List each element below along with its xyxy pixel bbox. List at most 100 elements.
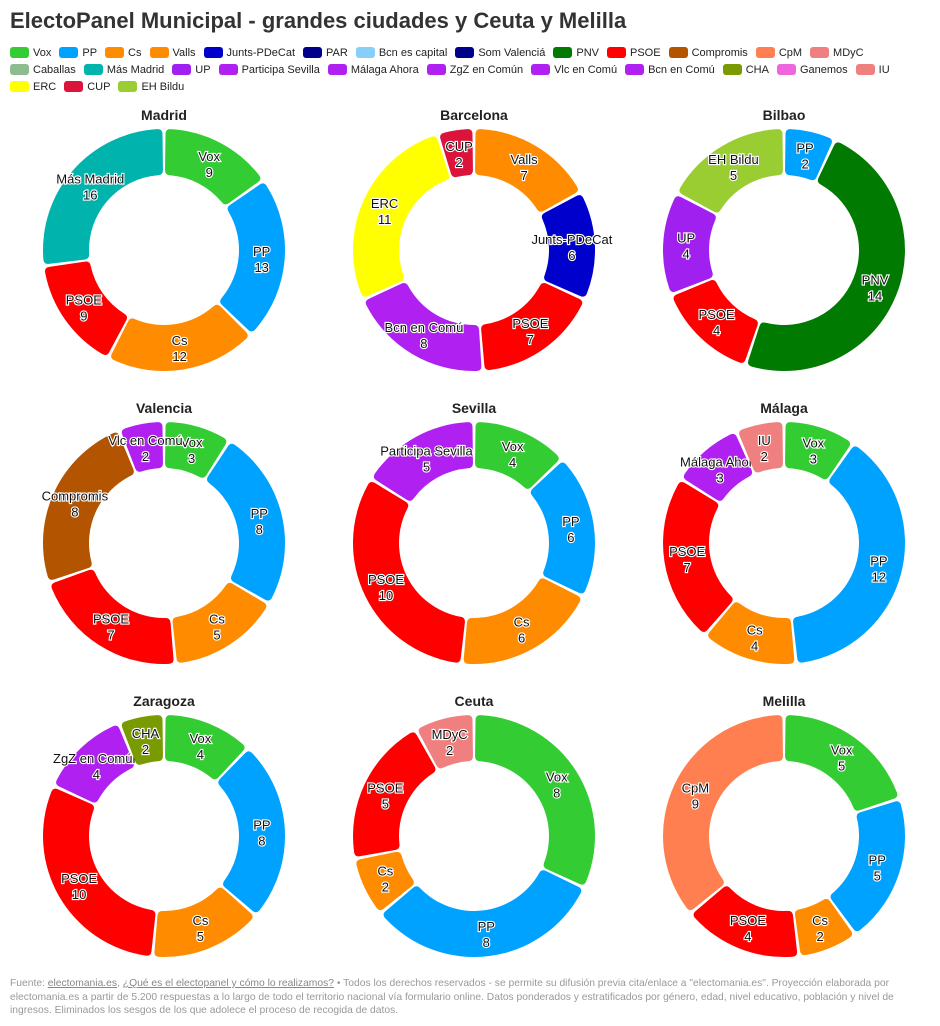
slice-pp[interactable] [830,801,906,932]
slice-pp[interactable] [383,870,582,958]
legend-item-vlc-en-comu[interactable]: Vlc en Comú [531,62,617,77]
slice-participa-sevilla[interactable] [373,422,473,501]
slice-cpm[interactable] [663,715,783,911]
legend-item-pp[interactable]: PP [59,45,97,60]
legend-item-cup[interactable]: CUP [64,79,110,94]
legend-item-cpm[interactable]: CpM [755,45,802,60]
slice-psoe[interactable] [51,569,174,665]
legend-swatch [755,47,775,58]
slice-cs[interactable] [463,578,581,665]
legend-swatch [118,81,138,92]
slice-cs[interactable] [154,887,253,958]
legend-item-zgz-en-comun[interactable]: ZgZ en Común [426,62,523,77]
slice-pp[interactable] [220,183,285,332]
legend-item-bcn-es-capital[interactable]: Bcn es capital [355,45,448,60]
legend-item-ganemos[interactable]: Ganemos [776,62,848,77]
slice-cup[interactable] [440,129,473,178]
legend-item-som-valencia[interactable]: Som Valenciá [455,45,545,60]
slice-psoe[interactable] [663,481,733,632]
legend-item-valls[interactable]: Valls [149,45,196,60]
legend-item-par[interactable]: PAR [303,45,348,60]
slice-cha[interactable] [121,715,163,765]
legend-item-mas-madrid[interactable]: Más Madrid [83,62,164,77]
slice-pp[interactable] [207,443,286,601]
slice-pp[interactable] [218,751,285,913]
slice-vox[interactable] [785,715,898,811]
slice-cs[interactable] [172,582,267,663]
slice-label: Vox [190,731,212,746]
legend-item-caballas[interactable]: Caballas [10,62,76,77]
slice-eh-bildu[interactable] [679,129,783,213]
legend-item-participa-sevilla[interactable]: Participa Sevilla [218,62,320,77]
slice-zgz-en-comun[interactable] [56,725,134,803]
slice-label: PSOE [367,780,403,795]
slice-value: 7 [684,560,691,575]
slice-cs[interactable] [708,602,795,665]
legend-item-erc[interactable]: ERC [10,79,56,94]
slice-label: Participa Sevilla [380,443,473,458]
slice-valls[interactable] [475,129,578,212]
slice-psoe[interactable] [45,261,128,356]
slice-label: Vox [831,743,853,758]
slice-psoe[interactable] [481,282,583,371]
slice-label: PP [870,554,887,569]
slice-vox[interactable] [165,422,227,478]
legend-label: Cs [128,46,142,59]
slice-pp[interactable] [785,129,832,181]
slice-label: CUP [445,139,472,154]
legend-label: Junts-PDeCat [226,46,296,59]
slice-cs[interactable] [356,851,414,911]
slice-vox[interactable] [165,715,245,780]
chart-title: Málaga [760,400,808,416]
legend-label: Bcn es capital [378,46,448,59]
legend-item-cha[interactable]: CHA [722,62,769,77]
slice-label: Vox [802,435,824,450]
slice-mdyc[interactable] [418,715,473,769]
legend-item-iu[interactable]: IU [855,62,890,77]
slice-vox[interactable] [475,715,596,885]
slice-pnv[interactable] [748,142,905,371]
legend-item-vox[interactable]: Vox [10,45,51,60]
slice-label: Bcn en Comú [385,320,464,335]
slice-junts-pdecat[interactable] [541,195,596,297]
slice-vlc-en-comu[interactable] [121,422,163,472]
slice-pp[interactable] [530,462,596,594]
legend-item-mdyc[interactable]: MDyC [810,45,864,60]
slice-iu[interactable] [739,422,783,473]
legend-item-junts-pdecat[interactable]: Junts-PDeCat [203,45,296,60]
slice-compromis[interactable] [42,432,134,580]
legend-item-psoe[interactable]: PSOE [607,45,661,60]
slice-pp[interactable] [793,446,905,663]
legend-label: PSOE [630,46,661,59]
chart-title: Barcelona [440,107,508,123]
slice-erc[interactable] [352,136,450,297]
legend-item-pnv[interactable]: PNV [553,45,599,60]
legend-item-up[interactable]: UP [172,62,211,77]
slice-psoe[interactable] [353,481,465,663]
slice-cs[interactable] [111,304,248,372]
legend-item-eh-bildu[interactable]: EH Bildu [118,79,184,94]
slice-label: Vox [181,435,203,450]
slice-psoe[interactable] [43,788,156,956]
legend-item-bcn-en-comu[interactable]: Bcn en Comú [625,62,715,77]
slice-vox[interactable] [165,129,261,205]
slice-bcn-en-comu[interactable] [365,282,482,372]
footer-link-electomania[interactable]: electomania.es [47,978,118,989]
slice-psoe[interactable] [353,732,436,857]
legend-label: Ganemos [799,63,848,76]
legend-item-malaga-ahora[interactable]: Málaga Ahora [327,62,419,77]
legend-item-cs[interactable]: Cs [105,45,142,60]
legend-swatch [607,47,626,58]
slice-psoe[interactable] [673,280,758,363]
slice-up[interactable] [663,196,716,293]
legend-item-compromis[interactable]: Compromis [668,45,748,60]
slice-label: Vox [546,769,568,784]
slice-psoe[interactable] [693,886,798,957]
slice-vox[interactable] [785,422,851,480]
slice-vox[interactable] [475,422,559,489]
footer-link-electopanel[interactable]: ¿Qué es el electopanel y cómo lo realiza… [122,978,334,989]
slice-cs[interactable] [794,898,853,956]
slice-mas-madrid[interactable] [43,129,163,264]
slice-malaga-ahora[interactable] [683,433,753,501]
page-title: ElectoPanel Municipal - grandes ciudades… [10,8,627,33]
